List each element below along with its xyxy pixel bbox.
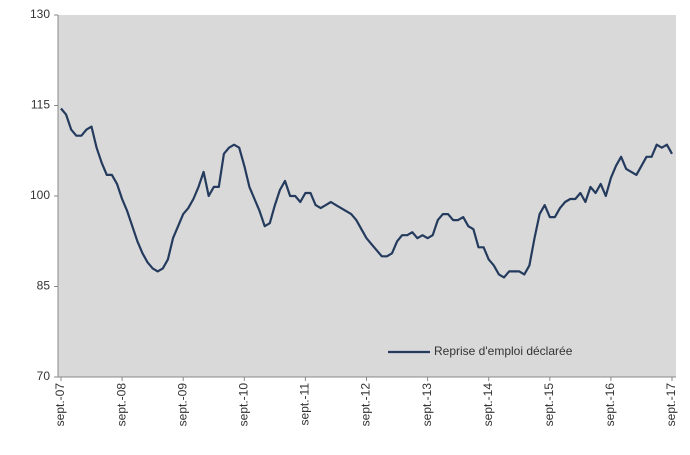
x-tick-label: sept.-14 [481, 383, 495, 427]
x-tick-label: sept.-09 [175, 383, 189, 427]
y-tick-label: 70 [37, 369, 51, 383]
y-tick-label: 100 [30, 188, 50, 202]
x-tick-label: sept.-16 [603, 383, 617, 427]
x-tick-label: sept.-13 [420, 383, 434, 427]
x-tick-label: sept.-10 [236, 383, 250, 427]
y-tick-label: 115 [31, 98, 50, 112]
x-tick-label: sept.-12 [359, 383, 373, 427]
y-tick-label: 85 [37, 279, 51, 293]
plot-area [58, 15, 676, 377]
line-series [60, 107, 673, 279]
x-tick-label: sept.-11 [298, 383, 312, 426]
x-tick-label: sept.-17 [664, 383, 678, 427]
x-tick-label: sept.-15 [542, 383, 556, 427]
y-tick-label: 130 [30, 7, 50, 21]
legend-label: Reprise d'emploi déclarée [434, 344, 573, 358]
x-tick-label: sept.-08 [114, 383, 128, 427]
x-tick-label: sept.-07 [53, 383, 67, 427]
